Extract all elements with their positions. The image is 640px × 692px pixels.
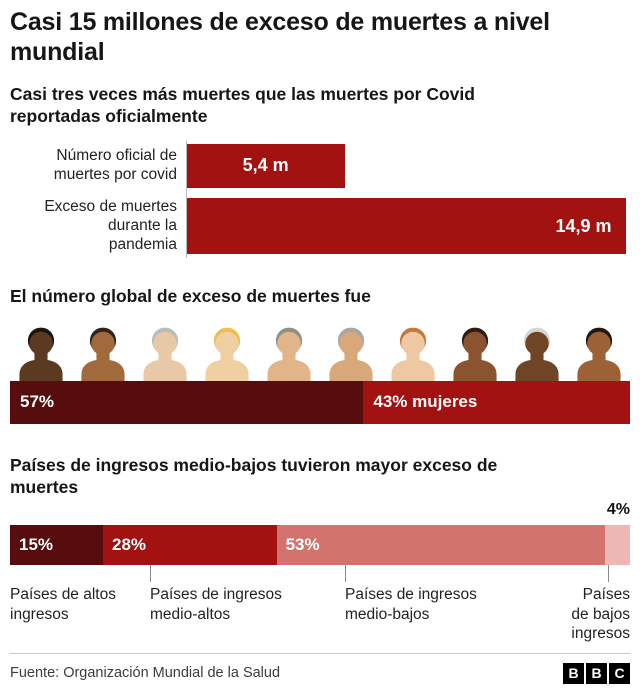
section-gender: El número global de exceso de muertes fu… (10, 285, 630, 424)
income-stacked-bar: 15% 28% 53% (10, 524, 630, 565)
income-category-label: Países de ingresos medio-bajos (345, 585, 477, 623)
source-attribution: Fuente: Organización Mundial de la Salud (10, 665, 281, 682)
bar-plot-area: 5,4 m (186, 143, 630, 188)
person-icon (577, 327, 621, 381)
tick-line (345, 564, 346, 582)
bbc-logo-block: B (563, 662, 584, 684)
page-title: Casi 15 millones de exceso de muertes a … (10, 8, 550, 66)
people-icons-row (10, 321, 630, 381)
bar-row: Exceso de muertes durante la pandemia 14,… (10, 198, 630, 255)
income-bar-segment: 53% (276, 524, 606, 565)
person-icon (19, 327, 63, 381)
income-category-label: Países de ingresos medio-altos (150, 585, 282, 623)
bar-value-label: 5,4 m (242, 155, 289, 176)
segment-outside-label: 4% (606, 500, 630, 518)
bbc-logo-block: B (586, 662, 607, 684)
income-category-labels: Países de altos ingresos Países de ingres… (10, 564, 630, 645)
bar: 14,9 m (186, 198, 626, 255)
section-official-vs-excess: Casi tres veces más muertes que las muer… (10, 83, 630, 258)
bar-row: Número oficial de muertes por covid 5,4 m (10, 143, 630, 188)
person-icon (391, 327, 435, 381)
bar-value-label: 14,9 m (555, 215, 612, 236)
section1-heading: Casi tres veces más muertes que las muer… (10, 84, 475, 127)
bar-category-label: Exceso de muertes durante la pandemia (44, 197, 177, 253)
income-category-label: Países de bajos ingresos (571, 585, 630, 643)
gender-bar-segment: 57% (10, 380, 364, 424)
bar: 5,4 m (186, 143, 346, 188)
gender-bar-segment: 43% mujeres (363, 380, 630, 424)
gender-stacked-bar: 57% 43% mujeres (10, 380, 630, 424)
person-icon (267, 327, 311, 381)
person-icon (329, 327, 373, 381)
section2-heading: El número global de exceso de muertes fu… (10, 285, 371, 306)
tick-line (150, 564, 151, 582)
segment-label: 53% (285, 534, 320, 554)
income-bar-wrapper: 15% 28% 53% Países de altos ingresos Países… (10, 499, 630, 645)
person-icon (515, 327, 559, 381)
segment-label: 15% (19, 534, 54, 554)
bar-plot-area: 14,9 m (186, 198, 630, 255)
person-icon (453, 327, 497, 381)
income-bar-segment: 28% (103, 524, 277, 565)
person-icon (143, 327, 187, 381)
bar-category-label: Número oficial de muertes por covid (53, 146, 177, 183)
income-bar-segment (605, 524, 630, 565)
footer: Fuente: Organización Mundial de la Salud… (10, 652, 630, 684)
section-income: Países de ingresos medio-bajos tuvieron … (10, 454, 630, 645)
tick-line (608, 564, 609, 582)
income-bar-segment: 15% (10, 524, 103, 565)
segment-label: 43% mujeres (373, 392, 478, 412)
segment-label: 57% (20, 392, 55, 412)
bar-chart-deaths: Número oficial de muertes por covid 5,4 m… (10, 140, 630, 258)
person-icon (205, 327, 249, 381)
bbc-logo-block: C (609, 662, 630, 684)
person-icon (81, 327, 125, 381)
section3-heading: Países de ingresos medio-bajos tuvieron … (10, 454, 498, 498)
segment-label: 28% (112, 534, 147, 554)
income-category-label: Países de altos ingresos (10, 585, 116, 623)
